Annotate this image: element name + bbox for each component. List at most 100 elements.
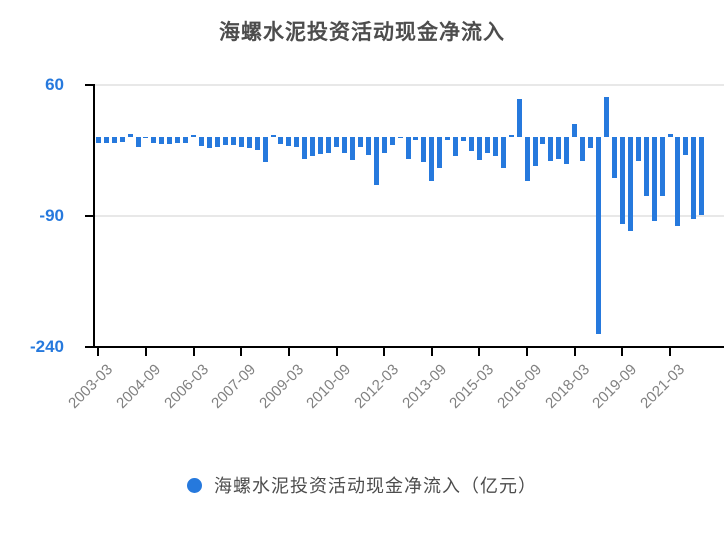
x-axis-line: [85, 346, 724, 348]
x-axis-label: 2015-03: [446, 361, 498, 412]
bar-2021-06[interactable]: [675, 137, 681, 227]
bar-2004-06[interactable]: [135, 137, 141, 148]
bar-2014-03[interactable]: [445, 137, 451, 141]
bar-2008-03[interactable]: [254, 137, 260, 151]
bar-2018-06[interactable]: [580, 137, 586, 162]
x-axis-label: 2004-09: [113, 361, 164, 412]
bar-2014-12[interactable]: [469, 137, 474, 152]
bar-2018-09[interactable]: [588, 137, 594, 149]
legend[interactable]: 海螺水泥投资活动现金净流入（亿元）: [0, 472, 724, 498]
bar-2020-09[interactable]: [651, 137, 657, 222]
bar-2017-03[interactable]: [540, 137, 546, 145]
bar-2009-03[interactable]: [286, 137, 292, 147]
bar-2006-06[interactable]: [199, 137, 204, 147]
bar-2021-12[interactable]: [691, 137, 697, 220]
x-axis-tick: [144, 348, 147, 356]
bar-2013-03[interactable]: [413, 137, 419, 141]
x-axis-tick: [383, 348, 386, 356]
bar-2011-09[interactable]: [365, 137, 371, 156]
bar-2006-09[interactable]: [207, 137, 212, 149]
bar-2006-03[interactable]: [191, 135, 197, 138]
bar-2015-12[interactable]: [500, 137, 506, 169]
bar-2017-06[interactable]: [548, 137, 554, 162]
bar-2016-06[interactable]: [516, 99, 522, 138]
x-axis-label: 2016-09: [494, 361, 546, 412]
bar-2012-12[interactable]: [405, 137, 411, 160]
x-axis-tick: [621, 348, 624, 356]
bar-2004-09[interactable]: [143, 137, 149, 139]
bar-2012-03[interactable]: [381, 137, 387, 154]
bar-2005-06[interactable]: [167, 137, 173, 145]
bar-2007-03[interactable]: [222, 137, 228, 146]
bar-2008-06[interactable]: [262, 137, 268, 163]
x-axis-label: 2010-09: [303, 361, 355, 412]
bar-2014-09[interactable]: [461, 137, 466, 142]
bar-2016-09[interactable]: [524, 137, 530, 182]
bar-2003-03[interactable]: [95, 137, 101, 144]
bar-2004-03[interactable]: [127, 134, 133, 138]
bar-2018-03[interactable]: [572, 124, 578, 138]
bar-2012-06[interactable]: [389, 137, 395, 146]
bar-2013-09[interactable]: [429, 137, 435, 182]
x-axis-label: 2021-03: [637, 361, 689, 412]
bar-2014-06[interactable]: [453, 137, 459, 157]
y-axis-label: -240: [29, 337, 64, 356]
bar-2005-12[interactable]: [183, 137, 189, 144]
bar-2016-12[interactable]: [532, 137, 538, 167]
bar-2009-09[interactable]: [302, 137, 308, 160]
bar-2013-12[interactable]: [437, 137, 443, 169]
x-axis-tick: [192, 348, 195, 356]
bar-2021-03[interactable]: [667, 134, 673, 138]
bar-2005-09[interactable]: [175, 137, 181, 144]
bar-2010-03[interactable]: [318, 137, 324, 155]
bar-2010-06[interactable]: [326, 137, 332, 154]
bar-2015-09[interactable]: [492, 137, 498, 157]
bar-2020-12[interactable]: [659, 137, 665, 197]
x-axis-tick: [97, 348, 100, 356]
bar-2013-06[interactable]: [421, 137, 427, 163]
bar-2007-12[interactable]: [246, 137, 252, 149]
bar-2011-12[interactable]: [373, 137, 379, 186]
bar-2017-12[interactable]: [564, 137, 570, 165]
bar-2009-12[interactable]: [310, 137, 316, 157]
bar-2011-06[interactable]: [357, 137, 363, 148]
bar-2019-09[interactable]: [619, 137, 625, 225]
y-axis-tick: [85, 215, 95, 217]
bar-2016-03[interactable]: [508, 135, 514, 138]
y-axis-label: 60: [45, 75, 64, 94]
x-axis-tick: [526, 348, 529, 356]
x-axis-label: 2018-03: [541, 361, 593, 412]
bar-2003-06[interactable]: [103, 137, 109, 144]
bar-2019-06[interactable]: [611, 137, 617, 179]
bar-2021-09[interactable]: [683, 137, 689, 156]
bar-2019-12[interactable]: [627, 137, 633, 232]
bar-2010-09[interactable]: [334, 137, 339, 148]
bar-2018-12[interactable]: [596, 137, 601, 335]
bar-2015-06[interactable]: [484, 137, 490, 154]
bar-2008-12[interactable]: [278, 137, 284, 145]
bar-2020-06[interactable]: [643, 137, 649, 197]
legend-label: 海螺水泥投资活动现金净流入（亿元）: [214, 476, 537, 496]
bar-2007-06[interactable]: [230, 137, 236, 146]
x-axis-tick: [478, 348, 481, 356]
x-axis-tick: [240, 348, 243, 356]
bar-2019-03[interactable]: [604, 97, 609, 138]
bar-2007-09[interactable]: [238, 137, 244, 148]
bar-2003-12[interactable]: [119, 137, 125, 143]
bar-2011-03[interactable]: [349, 137, 355, 161]
bar-2012-09[interactable]: [397, 137, 403, 139]
bar-2004-12[interactable]: [151, 137, 157, 144]
bar-2022-03[interactable]: [699, 137, 705, 216]
bar-2009-06[interactable]: [294, 137, 300, 148]
x-axis-tick: [430, 348, 433, 356]
bar-2006-12[interactable]: [214, 137, 220, 148]
bar-2003-09[interactable]: [111, 137, 117, 144]
bar-2015-03[interactable]: [476, 137, 482, 161]
x-axis-label: 2012-03: [351, 361, 403, 412]
bar-2010-12[interactable]: [341, 137, 347, 154]
bar-2017-09[interactable]: [556, 137, 562, 160]
bar-2005-03[interactable]: [159, 137, 165, 145]
bar-2008-09[interactable]: [270, 135, 276, 138]
x-axis-tick: [287, 348, 290, 356]
bar-2020-03[interactable]: [635, 137, 641, 162]
